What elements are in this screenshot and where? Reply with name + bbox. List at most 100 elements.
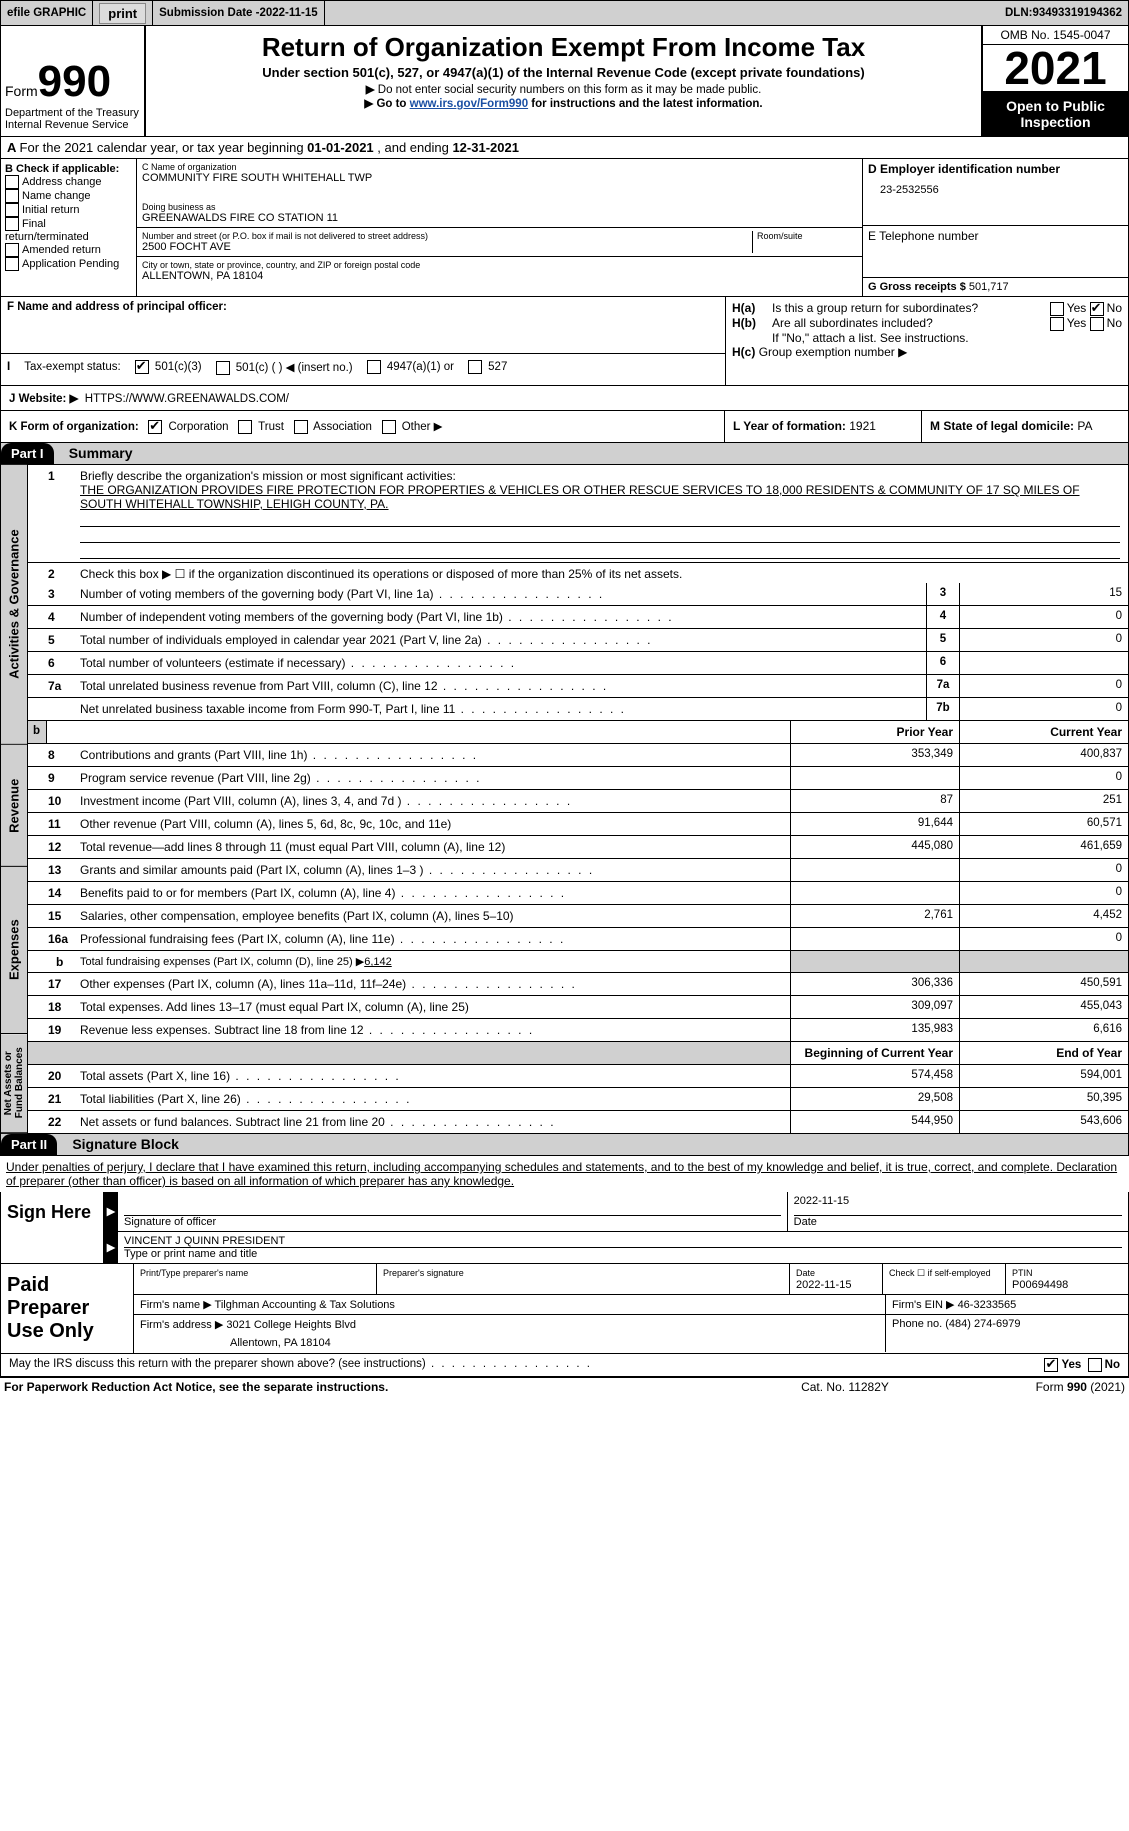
l3: Number of voting members of the governin… xyxy=(80,587,604,601)
v3: 15 xyxy=(960,583,1128,605)
chk-final-return[interactable]: Final return/terminated xyxy=(5,217,132,243)
typed-name: VINCENT J QUINN PRESIDENT xyxy=(124,1235,1122,1247)
hdr-curr: Current Year xyxy=(960,721,1128,743)
firm-addr-label: Firm's address ▶ xyxy=(140,1319,223,1331)
c18: 455,043 xyxy=(960,996,1128,1018)
h-a-yes[interactable]: Yes xyxy=(1050,301,1087,316)
l-label: L Year of formation: xyxy=(733,419,849,433)
h-c-label: Group exemption number ▶ xyxy=(759,345,908,359)
chk-4947a1[interactable]: 4947(a)(1) or xyxy=(367,360,454,374)
l-value: 1921 xyxy=(849,419,876,433)
hdr-eoy: End of Year xyxy=(960,1042,1128,1064)
chk-527[interactable]: 527 xyxy=(468,360,507,374)
form-title: Return of Organization Exempt From Incom… xyxy=(156,32,971,63)
p22: 544,950 xyxy=(791,1111,960,1133)
h-b-no[interactable]: No xyxy=(1090,316,1122,331)
l2-text: Check this box ▶ ☐ if the organization d… xyxy=(80,567,1120,581)
chk-amended[interactable]: Amended return xyxy=(5,243,132,257)
chk-initial-return[interactable]: Initial return xyxy=(5,203,132,217)
chk-assoc[interactable]: Association xyxy=(294,421,372,433)
p11: 91,644 xyxy=(791,813,960,835)
l13: Grants and similar amounts paid (Part IX… xyxy=(80,863,594,877)
c21: 50,395 xyxy=(960,1088,1128,1110)
p8: 353,349 xyxy=(791,744,960,766)
v7a: 0 xyxy=(960,675,1128,697)
dba-label: Doing business as xyxy=(142,202,857,212)
pp-date-label: Date xyxy=(796,1268,815,1278)
paid-preparer-label: Paid Preparer Use Only xyxy=(1,1264,134,1353)
k-label: K Form of organization: xyxy=(9,421,139,433)
ssn-note: ▶ Do not enter social security numbers o… xyxy=(156,82,971,96)
l6: Total number of volunteers (estimate if … xyxy=(80,656,516,670)
p21: 29,508 xyxy=(791,1088,960,1110)
chk-trust[interactable]: Trust xyxy=(238,421,284,433)
p16a xyxy=(791,928,960,950)
l8: Contributions and grants (Part VIII, lin… xyxy=(80,748,478,762)
c15: 4,452 xyxy=(960,905,1128,927)
vtab-revenue: Revenue xyxy=(1,745,27,867)
p15: 2,761 xyxy=(791,905,960,927)
form-subtitle: Under section 501(c), 527, or 4947(a)(1)… xyxy=(156,65,971,80)
l14: Benefits paid to or for members (Part IX… xyxy=(80,886,566,900)
l16b-label: Total fundraising expenses (Part IX, col… xyxy=(80,956,364,968)
v4: 0 xyxy=(960,606,1128,628)
firm-addr: 3021 College Heights Blvd xyxy=(226,1319,356,1331)
form-header: Form990 Department of the Treasury Inter… xyxy=(0,26,1129,137)
chk-pending[interactable]: Application Pending xyxy=(5,257,132,271)
chk-name-change[interactable]: Name change xyxy=(5,189,132,203)
pp-self-emp: Check ☐ if self-employed xyxy=(889,1268,991,1278)
p10: 87 xyxy=(791,790,960,812)
chk-501c3[interactable]: 501(c)(3) xyxy=(135,360,202,374)
firm-name: Tilghman Accounting & Tax Solutions xyxy=(215,1299,395,1311)
part-ii-title: Signature Block xyxy=(60,1136,179,1152)
city-state-zip: ALLENTOWN, PA 18104 xyxy=(142,270,857,282)
top-meta-bar: efile GRAPHIC print Submission Date - 20… xyxy=(0,0,1129,26)
h-note: If "No," attach a list. See instructions… xyxy=(732,331,1122,345)
sig-officer-label: Signature of officer xyxy=(124,1215,781,1228)
l7b: Net unrelated business taxable income fr… xyxy=(80,702,626,716)
p17: 306,336 xyxy=(791,973,960,995)
ein-label: D Employer identification number xyxy=(868,162,1123,176)
p9 xyxy=(791,767,960,789)
vtab-netassets: Net Assets or Fund Balances xyxy=(1,1034,27,1133)
sig-arrow-icon-2: ▶ xyxy=(104,1232,118,1263)
p12: 445,080 xyxy=(791,836,960,858)
l19: Revenue less expenses. Subtract line 18 … xyxy=(80,1023,534,1037)
part-i-badge: Part I xyxy=(1,443,54,464)
org-name: COMMUNITY FIRE SOUTH WHITEHALL TWP xyxy=(142,172,857,184)
typed-label: Type or print name and title xyxy=(124,1247,1122,1260)
l21: Total liabilities (Part X, line 26) xyxy=(80,1092,411,1106)
pra-notice: For Paperwork Reduction Act Notice, see … xyxy=(4,1380,745,1394)
l15: Salaries, other compensation, employee b… xyxy=(80,909,514,923)
v7b: 0 xyxy=(960,698,1128,720)
form990-link[interactable]: www.irs.gov/Form990 xyxy=(410,98,528,110)
chk-other[interactable]: Other ▶ xyxy=(382,421,443,433)
hdr-boy: Beginning of Current Year xyxy=(791,1042,960,1064)
c-name-label: C Name of organization xyxy=(142,162,857,172)
submission-date: Submission Date - 2022-11-15 xyxy=(153,1,325,25)
h-b-yes[interactable]: Yes xyxy=(1050,316,1087,331)
firm-city: Allentown, PA 18104 xyxy=(140,1331,879,1349)
website-label: Website: ▶ xyxy=(19,393,79,405)
irs-label: Internal Revenue Service xyxy=(5,119,140,132)
print-button[interactable]: print xyxy=(99,3,146,24)
summary-lines: 1Briefly describe the organization's mis… xyxy=(28,465,1128,1133)
tax-year: 2021 xyxy=(983,45,1128,92)
chk-corp[interactable]: Corporation xyxy=(148,421,228,433)
chk-address-change[interactable]: Address change xyxy=(5,175,132,189)
discuss-no[interactable]: No xyxy=(1088,1358,1120,1372)
form-number: Form990 xyxy=(5,57,140,107)
tax-exempt-label: Tax-exempt status: xyxy=(24,361,121,373)
h-a-no[interactable]: No xyxy=(1090,301,1122,316)
goto-link-row: ▶ Go to www.irs.gov/Form990 for instruct… xyxy=(156,96,971,110)
l17: Other expenses (Part IX, column (A), lin… xyxy=(80,977,577,991)
chk-501c[interactable]: 501(c) ( ) ◀ (insert no.) xyxy=(216,360,353,375)
c12: 461,659 xyxy=(960,836,1128,858)
discuss-yes[interactable]: Yes xyxy=(1044,1358,1081,1372)
ptin-label: PTIN xyxy=(1012,1268,1033,1278)
street-address: 2500 FOCHT AVE xyxy=(142,241,748,253)
sig-date: 2022-11-15 xyxy=(794,1195,1122,1215)
discuss-question: May the IRS discuss this return with the… xyxy=(9,1358,1044,1372)
part-i-title: Summary xyxy=(57,445,133,461)
cat-no: Cat. No. 11282Y xyxy=(745,1380,945,1394)
